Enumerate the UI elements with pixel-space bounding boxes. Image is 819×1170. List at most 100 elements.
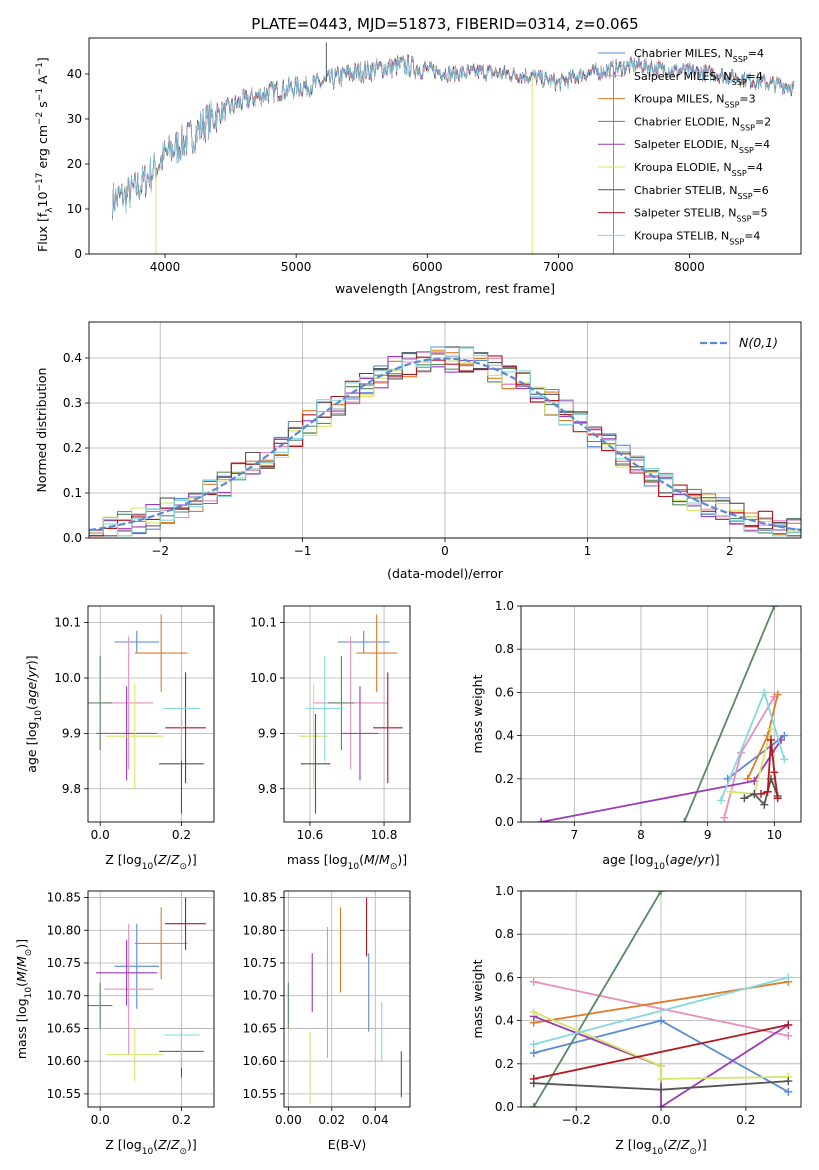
label-part: )] [24, 655, 39, 665]
y-tick-label: 0.6 [495, 970, 514, 984]
y-tick-label: 10.70 [47, 989, 81, 1003]
weight-line-salpeter_miles [723, 696, 776, 818]
label-part: )] [14, 939, 29, 949]
legend-sub: SSP [736, 214, 751, 223]
y-tick-label: 10.60 [47, 1054, 81, 1068]
x-tick-label: 0.04 [362, 1113, 389, 1127]
legend-main: Chabrier MILES, N [634, 47, 733, 60]
legend-sub: SSP [733, 55, 748, 64]
label-part: Z [log [615, 1137, 651, 1152]
weight-line-salpeter_stelib [533, 1024, 789, 1080]
label-part: Z [680, 1137, 690, 1152]
legend-sub: SSP [724, 100, 739, 109]
legend-label: Kroupa STELIB, NSSP=4 [634, 229, 760, 246]
label-part: ⊙ [390, 862, 398, 872]
y-tick-label: 0.2 [495, 772, 514, 786]
weight-marker-chabrier_miles [780, 731, 789, 740]
y-tick-label: 10.1 [250, 616, 277, 630]
legend-main: Chabrier ELODIE, N [634, 115, 740, 128]
y-tick-label: 30 [67, 112, 82, 126]
weight-marker-chabrier_miles [657, 1016, 665, 1025]
label-part: / [167, 1137, 172, 1152]
histogram-salpeter_stelib [89, 355, 801, 537]
weight-marker-salpeter_stelib [529, 1074, 538, 1083]
weight-marker-kroupa_elodie [529, 1007, 538, 1016]
legend-end: =4 [747, 70, 763, 83]
x-tick-label: −2 [151, 544, 169, 558]
legend-end: =6 [753, 184, 769, 197]
y-tick-label: 10.0 [54, 671, 81, 685]
label-part: age [24, 682, 39, 706]
label-part: Z [170, 1137, 180, 1152]
y-tick-label: 0.3 [63, 396, 82, 410]
weight-line-kroupa_stelib [533, 976, 789, 1046]
legend-label: Chabrier STELIB, NSSP=6 [634, 184, 769, 201]
label-part: age [670, 852, 694, 867]
label-part: M [14, 971, 29, 982]
x-tick-label: 6000 [412, 260, 443, 274]
label-part: Z [log [105, 1137, 141, 1152]
y-axis-label: mass [log10(M/M⊙)] [14, 939, 34, 1059]
x-tick-label: 4000 [150, 260, 181, 274]
x-tick-label: 8000 [674, 260, 705, 274]
y-tick-label: 10.75 [243, 956, 277, 970]
label-part: A [35, 75, 50, 88]
x-axis-label: age [log10(age/yr)] [602, 852, 719, 872]
label-part: s [35, 101, 50, 112]
label-part: 10 [24, 987, 34, 999]
weight-marker-salpeter_stelib [757, 789, 765, 798]
label-part: ( [14, 982, 29, 987]
legend-end: =2 [755, 115, 771, 128]
label-part: ⊙ [689, 1147, 697, 1157]
spectrum-line-kroupa_stelib [112, 55, 795, 217]
weight-marker-salpeter_stelib [763, 787, 772, 796]
label-part: 10 [654, 862, 666, 872]
label-part: Z [157, 1137, 167, 1152]
label-part: / [693, 852, 698, 867]
label-part: Z [667, 1137, 677, 1152]
label-part: M [379, 852, 390, 867]
label-part: 10 [142, 862, 154, 872]
legend-end: =5 [751, 207, 767, 220]
label-part: ⊙ [179, 1147, 187, 1157]
weight-line-salpeter_miles [533, 980, 789, 1037]
y-tick-label: 10.65 [243, 1021, 277, 1035]
y-tick-label: 10.80 [243, 923, 277, 937]
label-part: yr [24, 664, 39, 678]
legend-label: Kroupa MILES, NSSP=3 [634, 93, 756, 110]
x-axis-label: Z [log10(Z/Z⊙)] [105, 1137, 197, 1157]
y-tick-label: 0.0 [63, 531, 82, 545]
axes-frame [87, 605, 215, 823]
label-part: / [677, 1137, 682, 1152]
weight-marker-kroupa_elodie [727, 787, 735, 796]
weight-marker-kroupa_stelib [717, 796, 725, 805]
legend-sub: SSP [740, 123, 755, 132]
y-tick-label: 0.2 [495, 1057, 514, 1071]
label-part: Z [170, 852, 180, 867]
legend-sub: SSP [729, 237, 744, 246]
plot-area [537, 606, 789, 822]
legend-end: =3 [739, 93, 755, 106]
x-tick-label: 0.0 [91, 828, 110, 842]
label-part: 10 [348, 862, 360, 872]
legend-label: Salpeter ELODIE, NSSP=4 [634, 138, 770, 155]
x-tick-label: 10.6 [297, 828, 324, 842]
x-tick-label: −1 [294, 544, 312, 558]
weight-marker-kroupa_elodie [767, 725, 775, 734]
label-part: mass [log [287, 852, 348, 867]
plot-area [88, 897, 206, 1081]
weight-marker-salpeter_stelib [767, 735, 775, 744]
weight-marker-kroupa_stelib [784, 973, 793, 982]
label-part: )] [710, 852, 720, 867]
y-axis-label: mass weight [470, 959, 485, 1038]
y-tick-label: 0.4 [495, 1014, 514, 1028]
legend-main: Kroupa ELODIE, N [634, 161, 732, 174]
y-tick-label: 0.8 [495, 642, 514, 656]
y-tick-label: 10.70 [243, 989, 277, 1003]
label-part: age [log [602, 852, 653, 867]
weight-marker-salpeter_elodie [657, 1103, 665, 1107]
axes-frame [283, 890, 411, 1108]
label-part: / [167, 852, 172, 867]
label-part: 10 [142, 1147, 154, 1157]
label-part: ( [153, 852, 158, 867]
